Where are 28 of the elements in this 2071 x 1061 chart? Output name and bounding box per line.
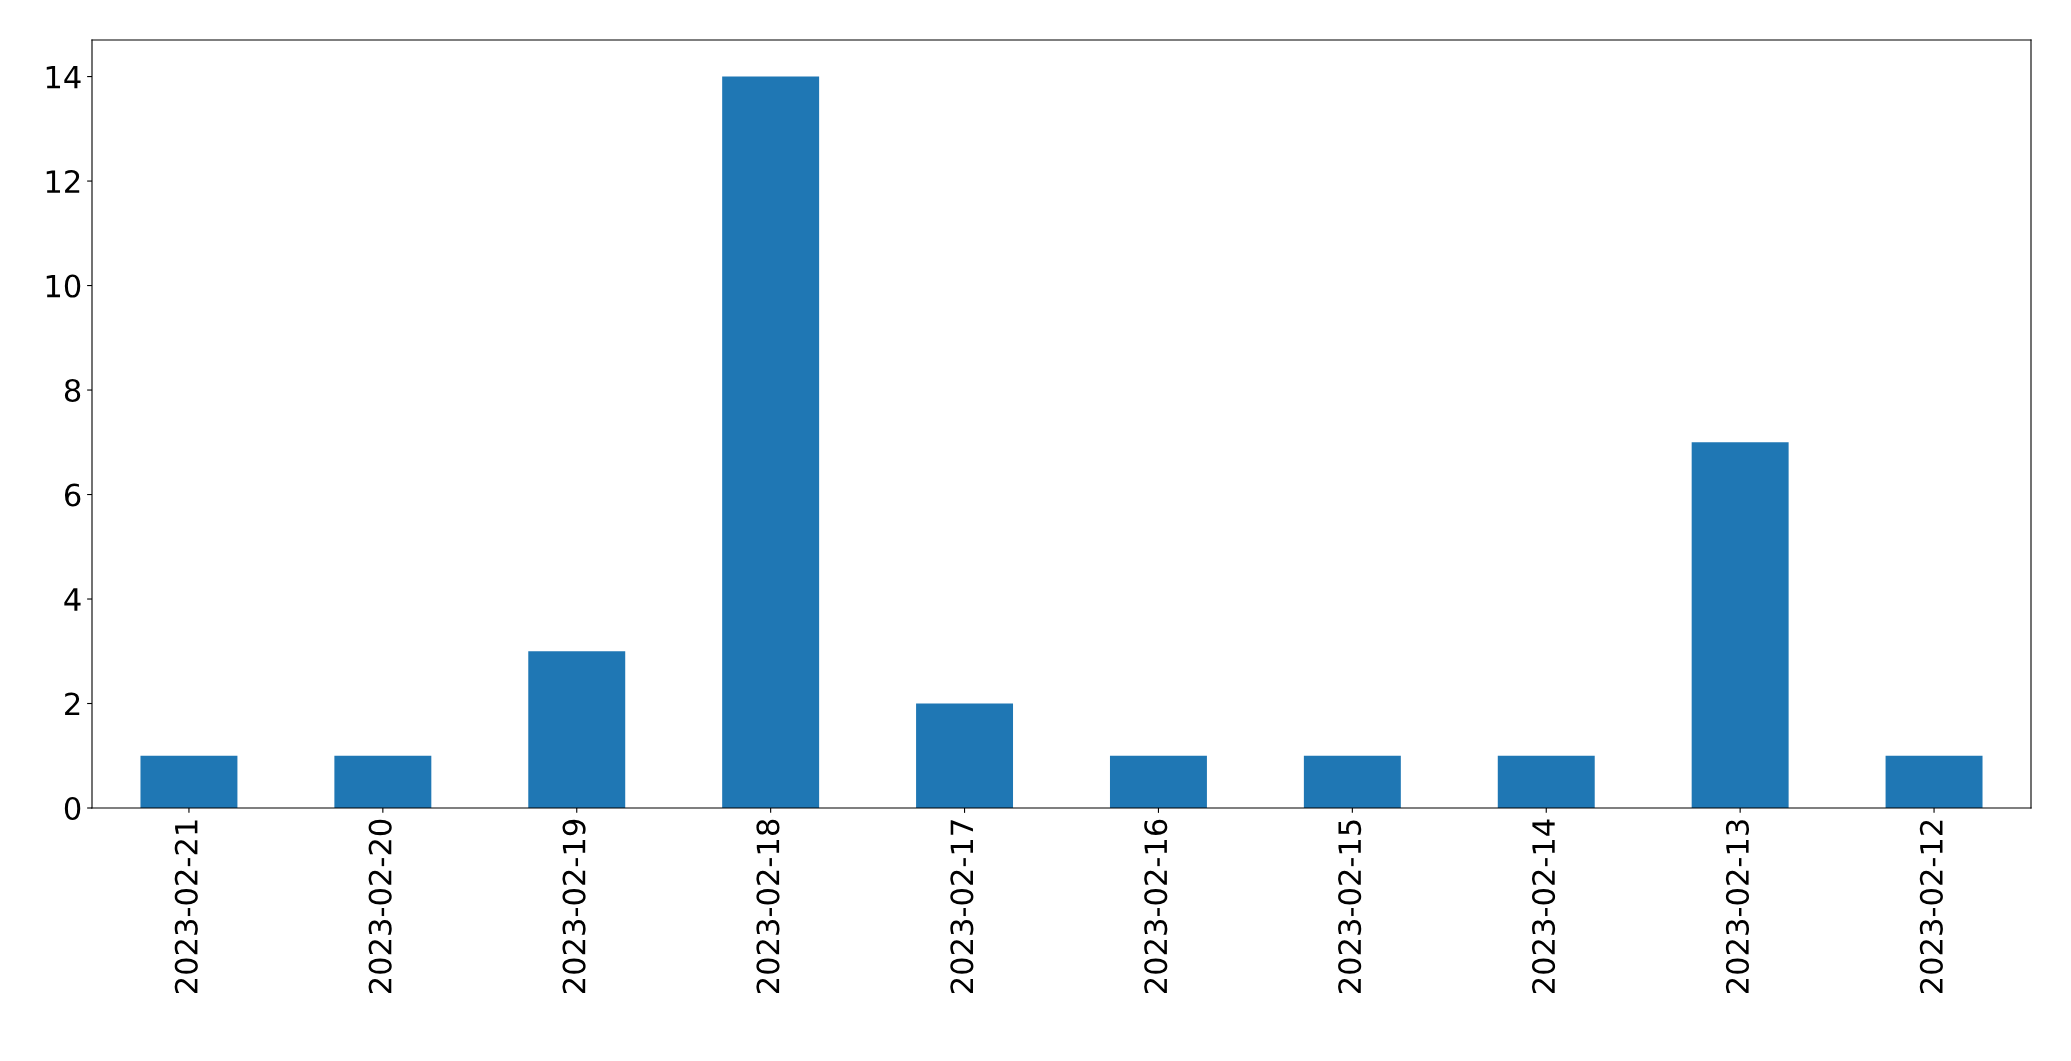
x-tick-label: 2023-02-21 [174, 820, 198, 994]
y-tick-label: 0 [64, 796, 81, 821]
bar [722, 76, 820, 808]
bar [1691, 442, 1789, 808]
x-tick-label: 2023-02-14 [1532, 819, 1556, 994]
y-tick-label: 4 [64, 588, 81, 611]
x-tick-label: 2023-02-17 [950, 820, 974, 994]
y-tick-label: 12 [46, 169, 80, 193]
bar [1303, 755, 1401, 808]
bar [1109, 755, 1207, 808]
x-tick-label: 2023-02-18 [756, 819, 780, 994]
y-tick-label: 10 [46, 274, 81, 298]
x-tick-label: 2023-02-16 [1144, 819, 1168, 994]
bar [140, 755, 238, 808]
y-tick-label: 8 [64, 378, 81, 403]
y-tick-label: 6 [64, 483, 81, 507]
bar [1497, 755, 1595, 808]
x-tick-label: 2023-02-12 [1919, 820, 1943, 994]
y-tick-label: 14 [46, 65, 81, 89]
bar [1885, 755, 1983, 808]
x-tick-label: 2023-02-13 [1725, 820, 1750, 994]
y-tick-label: 2 [65, 692, 80, 716]
x-tick-label: 2023-02-15 [1338, 820, 1362, 994]
bar [528, 651, 626, 808]
x-tick-label: 2023-02-20 [368, 819, 392, 994]
bar [334, 755, 432, 808]
bar [916, 703, 1014, 808]
x-tick-label: 2023-02-19 [562, 819, 586, 994]
